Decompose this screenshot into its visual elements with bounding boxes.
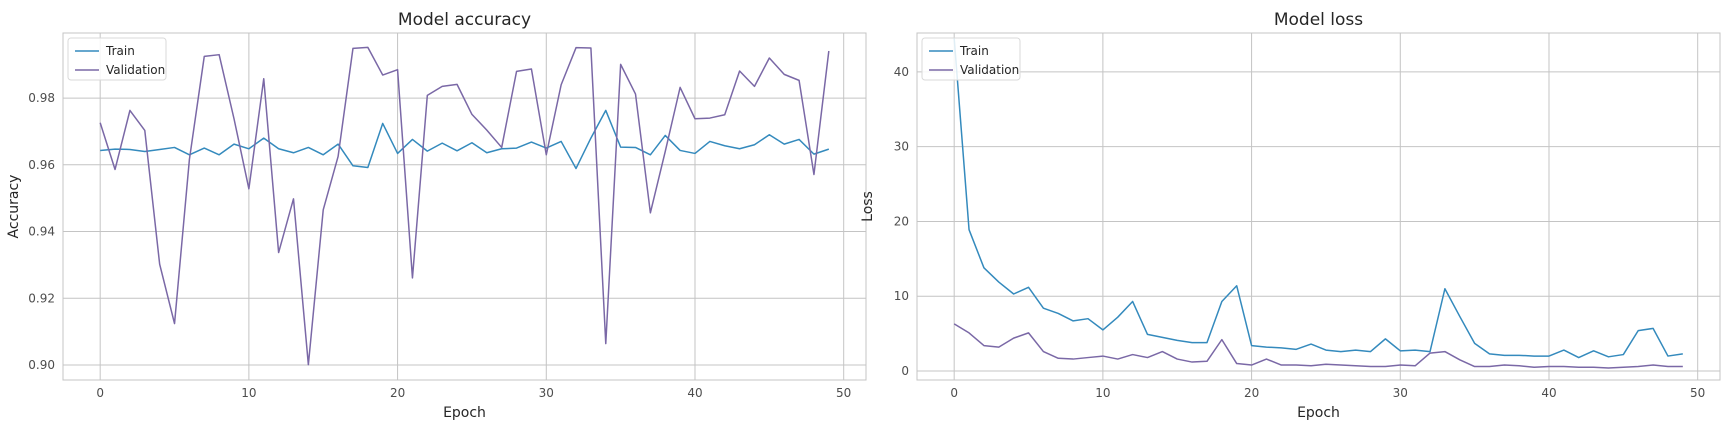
y-tick-label: 0.94	[28, 225, 55, 239]
x-tick-label: 50	[1690, 386, 1705, 400]
legend: Train Validation	[67, 37, 167, 81]
axes-border	[62, 32, 867, 381]
y-axis-label: Loss	[860, 191, 876, 222]
x-axis-label: Epoch	[443, 405, 486, 421]
legend-label: Validation	[106, 63, 165, 77]
grid: 0 10 20 30 40 50 0 10 20 30 40	[894, 33, 1720, 400]
x-axis-label: Epoch	[1297, 405, 1340, 421]
chart-title: Model accuracy	[398, 10, 531, 30]
series-line-validation	[953, 323, 1683, 369]
y-tick-label: 0.96	[28, 158, 55, 172]
y-tick-label: 0.92	[28, 291, 55, 305]
x-tick-label: 0	[950, 386, 958, 400]
legend-label: Validation	[960, 63, 1019, 77]
y-tick-label: 0.90	[28, 358, 55, 372]
legend-label: Train	[959, 44, 989, 58]
y-axis-label: Accuracy	[6, 175, 22, 239]
x-tick-label: 30	[539, 386, 554, 400]
x-tick-label: 30	[1393, 386, 1408, 400]
x-tick-label: 10	[1095, 386, 1110, 400]
loss-chart: Model loss Epoch Loss 0 10 20 30 40 50 0 10 20 30…	[860, 10, 1721, 421]
axes-border	[916, 32, 1721, 381]
chart-title: Model loss	[1274, 10, 1363, 30]
x-tick-label: 20	[1244, 386, 1259, 400]
x-tick-label: 20	[390, 386, 405, 400]
plot-area	[63, 33, 866, 380]
x-tick-label: 0	[96, 386, 104, 400]
series-line-validation	[99, 46, 830, 366]
x-tick-label: 10	[241, 386, 256, 400]
plot-area	[917, 33, 1720, 380]
y-tick-label: 20	[894, 214, 909, 228]
x-tick-label: 40	[1541, 386, 1556, 400]
x-tick-label: 50	[836, 386, 851, 400]
legend: Train Validation	[921, 37, 1021, 81]
y-tick-label: 0	[901, 364, 909, 378]
accuracy-chart: Model accuracy Epoch Accuracy 0 10 20 30 40 5…	[6, 10, 867, 421]
x-tick-label: 40	[687, 386, 702, 400]
y-tick-label: 0.98	[28, 91, 55, 105]
legend-label: Train	[105, 44, 135, 58]
series-line-train	[953, 38, 1683, 359]
y-tick-label: 10	[894, 289, 909, 303]
y-tick-label: 40	[894, 65, 909, 79]
grid: 0 10 20 30 40 50 0.90 0.92 0.94 0.96 0.98	[28, 33, 866, 400]
series-line-train	[100, 109, 830, 170]
y-tick-label: 30	[894, 140, 909, 154]
